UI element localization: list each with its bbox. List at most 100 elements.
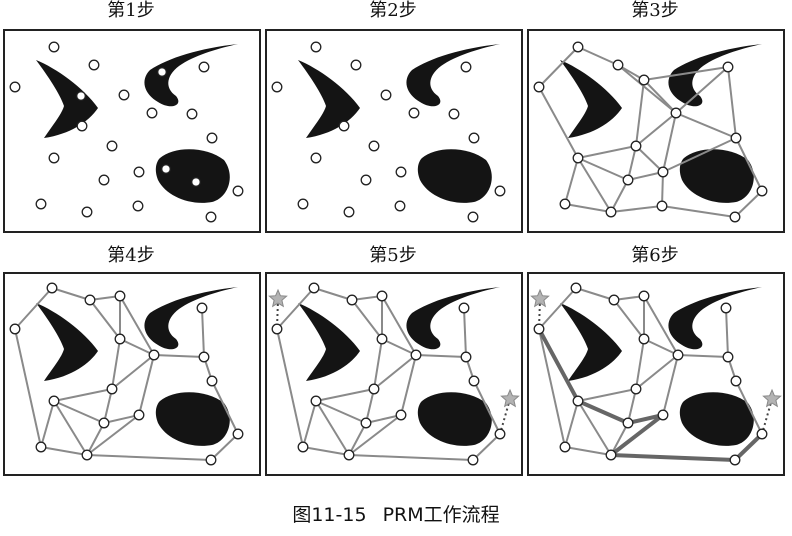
sample-node [559,198,571,210]
roadmap-edge [538,46,579,88]
roadmap-edge [626,413,665,425]
roadmap-edge [210,433,239,461]
roadmap-edge [138,354,155,416]
roadmap-edge [635,112,677,147]
obstacle-boomerang [298,60,360,138]
sample-node [448,108,460,120]
sample-node [35,198,47,210]
sample-node [605,449,617,461]
sample-node [722,61,734,73]
panel-step-2: 第2步 [265,0,523,233]
sample-node [360,417,372,429]
roadmap-edge [643,338,679,356]
sample-node [88,59,100,71]
sample-node [670,107,682,119]
sample-node [630,140,642,152]
roadmap-edge [103,388,113,424]
obstacle-blob [417,392,492,446]
connection-dotted [761,398,773,435]
roadmap-edge [315,388,375,402]
figure-caption-text: PRM工作流程 [382,504,500,526]
roadmap-edge [276,328,304,448]
sample-node [118,89,130,101]
sample-node [146,107,158,119]
sample-node [338,120,350,132]
sample-node [106,383,118,395]
obstacle-hook [144,287,238,350]
sample-node [206,132,218,144]
roadmap-edge [725,307,729,358]
roadmap-edge [119,295,155,356]
roadmap-edge [348,454,474,461]
sample-node [310,41,322,53]
sample-node [46,282,58,294]
sample-node [297,441,309,453]
sample-node [460,61,472,73]
sample-node [310,395,322,407]
roadmap-edge [564,446,612,456]
sample-node [343,206,355,218]
sample-node [157,67,167,77]
roadmap-edge [735,380,763,435]
sample-node [205,211,217,223]
sample-node [608,294,620,306]
roadmap-edge [315,400,350,456]
roadmap-edge [662,137,737,173]
sample-node [458,302,470,314]
roadmap-edge [86,454,212,461]
panel-title: 第3步 [631,0,678,21]
star-icon [530,288,550,308]
roadmap-edge [53,388,113,402]
roadmap-edge [609,413,665,457]
obstacle-boomerang [560,303,622,381]
roadmap-edge [153,354,205,358]
sample-node [206,375,218,387]
obstacle-blob [155,392,230,446]
obstacle-blob [679,149,754,203]
roadmap-edge [302,446,350,456]
sample-node [346,294,358,306]
sample-node [408,107,420,119]
sample-node [630,383,642,395]
sample-node [656,200,668,212]
roadmap-edge [643,66,729,81]
sample-node [98,174,110,186]
sample-node [48,152,60,164]
roadmap-edge [575,287,615,301]
roadmap-edge [53,400,105,424]
panel-step-6: 第6步 [527,245,785,476]
obstacle-hook [406,287,500,350]
roadmap-edge [675,66,729,114]
sample-node [98,417,110,429]
sample-node [191,177,201,187]
sample-node [572,41,584,53]
roadmap-edge [40,446,88,456]
roadmap-edge [609,453,737,462]
sample-node [350,59,362,71]
sample-node [605,206,617,218]
sample-node [196,302,208,314]
sample-node [186,108,198,120]
sample-node [622,174,634,186]
roadmap-edge [40,400,55,448]
sample-node [672,349,684,361]
roadmap-edge [14,287,53,330]
roadmap-edge [564,203,612,213]
roadmap-edge [463,307,467,358]
sample-node [756,428,768,440]
sample-node [132,200,144,212]
roadmap-edge [538,287,577,330]
obstacle-boomerang [36,303,98,381]
panel-step-3: 第3步 [527,0,785,233]
roadmap-edge [365,414,402,424]
roadmap-edge [627,145,637,181]
roadmap-edge [735,137,763,192]
roadmap-edge [635,338,645,390]
obstacle-blob [679,392,754,446]
roadmap-edge [610,422,629,456]
sample-node [380,89,392,101]
sample-node [310,152,322,164]
roadmap-edge [381,338,417,356]
sample-node [232,185,244,197]
